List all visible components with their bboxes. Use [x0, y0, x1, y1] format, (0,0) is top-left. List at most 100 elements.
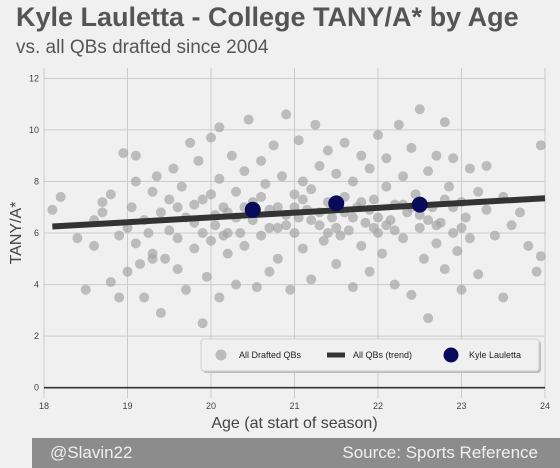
drafted-qb-point [531, 266, 542, 277]
drafted-qb-point [214, 173, 225, 184]
drafted-qb-point [206, 235, 216, 246]
drafted-qb-point [297, 176, 308, 187]
drafted-qb-point [97, 197, 108, 208]
drafted-qb-point [431, 238, 442, 249]
drafted-qb-point [335, 230, 346, 241]
drafted-qb-point [55, 191, 66, 202]
drafted-qb-point [364, 266, 375, 277]
drafted-qb-point [243, 114, 254, 125]
drafted-qb-point [289, 228, 300, 238]
drafted-qb-point [72, 233, 83, 244]
kyle-lauletta-point [411, 196, 428, 213]
drafted-qb-point [456, 284, 467, 295]
drafted-qb-point [464, 233, 475, 244]
drafted-qb-point [130, 176, 141, 187]
drafted-qb-point [373, 130, 383, 141]
drafted-qb-point [172, 202, 183, 213]
drafted-qb-point [197, 194, 208, 205]
drafted-qb-point [406, 289, 417, 300]
drafted-qb-point [231, 279, 242, 290]
chart-title: Kyle Lauletta - College TANY/A* by Age [16, 2, 519, 32]
y-tick-label: 2 [34, 331, 39, 341]
drafted-qb-point [523, 240, 534, 251]
y-tick-label: 0 [34, 383, 39, 393]
drafted-qb-point [172, 264, 183, 275]
drafted-qb-point [89, 240, 100, 251]
drafted-qb-point [97, 207, 108, 218]
drafted-qb-point [276, 171, 287, 182]
drafted-qb-point [172, 233, 183, 244]
drafted-qb-point [347, 176, 358, 187]
x-tick-label: 18 [39, 401, 49, 411]
drafted-qb-point [306, 184, 317, 195]
x-tick-label: 24 [540, 401, 550, 411]
drafted-qb-point [180, 284, 191, 295]
drafted-qb-point [105, 276, 116, 287]
drafted-qb-point [151, 171, 162, 182]
drafted-qb-point [331, 168, 342, 179]
drafted-qb-point [460, 212, 471, 223]
legend-box [200, 338, 540, 372]
y-tick-label: 4 [34, 280, 39, 290]
drafted-qb-point [264, 266, 275, 277]
drafted-qb-point [185, 137, 196, 148]
drafted-qb-point [126, 202, 137, 213]
drafted-qb-point [322, 145, 333, 156]
drafted-qb-point [130, 238, 141, 249]
drafted-qb-point [256, 230, 267, 241]
drafted-qb-point [306, 215, 317, 226]
drafted-qb-point [272, 253, 283, 264]
footer-credit: @Slavin22 [50, 443, 133, 462]
drafted-qb-point [143, 228, 154, 238]
drafted-qb-point [473, 269, 484, 280]
drafted-qb-point [201, 271, 212, 282]
drafted-qb-point [285, 284, 296, 295]
drafted-qb-point [356, 150, 367, 161]
drafted-qb-point [114, 292, 125, 303]
drafted-qb-point [297, 243, 308, 254]
drafted-qb-point [164, 194, 175, 205]
trend-line [52, 195, 546, 230]
drafted-qb-point [239, 240, 250, 251]
drafted-qb-point [398, 171, 409, 182]
drafted-qb-point [431, 150, 442, 161]
drafted-qb-point [535, 251, 546, 262]
drafted-qb-point [327, 212, 338, 223]
x-tick-label: 23 [456, 401, 466, 411]
drafted-qb-point [535, 140, 546, 151]
drafted-qb-point [448, 228, 459, 238]
drafted-qb-point [360, 217, 371, 228]
drafted-qb-point [293, 135, 304, 146]
drafted-qb-point [289, 189, 300, 200]
drafted-qb-point [448, 153, 459, 164]
drafted-qb-point [164, 225, 175, 236]
drafted-qb-point [368, 194, 379, 205]
drafted-qb-point [423, 215, 434, 226]
drafted-qb-point [147, 186, 158, 197]
drafted-qb-point [264, 222, 275, 233]
x-axis-label: Age (at start of season) [211, 415, 377, 432]
drafted-qb-point [168, 163, 179, 174]
drafted-qb-point [339, 137, 350, 148]
drafted-qb-point [473, 186, 484, 197]
x-tick-label: 19 [122, 401, 132, 411]
drafted-qb-point [197, 228, 208, 238]
drafted-qb-point [47, 204, 58, 215]
drafted-qb-point [498, 292, 509, 303]
drafted-qb-point [135, 258, 146, 269]
drafted-qb-point [314, 160, 325, 171]
drafted-qb-point [439, 117, 450, 128]
drafted-qb-point [364, 163, 375, 174]
drafted-qb-point [160, 253, 171, 264]
drafted-qb-point [251, 282, 262, 293]
legend-kyle-marker [443, 347, 459, 363]
drafted-qb-point [393, 119, 404, 130]
drafted-qb-point [189, 199, 200, 210]
chart-subtitle: vs. all QBs drafted since 2004 [16, 37, 269, 58]
drafted-qb-point [347, 282, 358, 293]
drafted-qb-point [281, 220, 292, 231]
drafted-qb-point [114, 230, 125, 241]
drafted-qb-point [398, 233, 409, 244]
drafted-qb-point [222, 248, 233, 259]
